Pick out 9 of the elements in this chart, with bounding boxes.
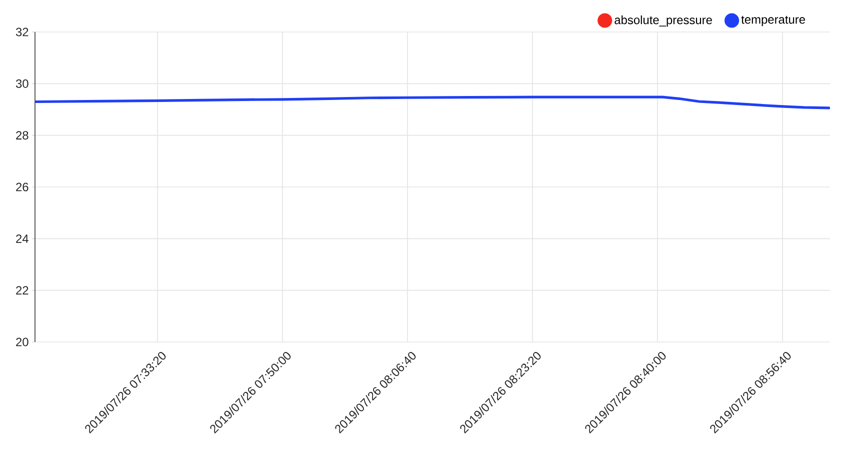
y-tick-label: 30	[16, 79, 28, 88]
y-tick-label: 28	[16, 131, 28, 140]
legend-label: absolute_pressure	[614, 15, 712, 27]
y-tick-label: 26	[16, 182, 28, 192]
y-tick-label: 24	[16, 234, 28, 243]
legend-label: temperature	[741, 16, 806, 26]
y-tick-label: 22	[16, 286, 28, 295]
y-tick-label: 20	[16, 338, 28, 346]
y-tick-label: 32	[16, 28, 28, 36]
